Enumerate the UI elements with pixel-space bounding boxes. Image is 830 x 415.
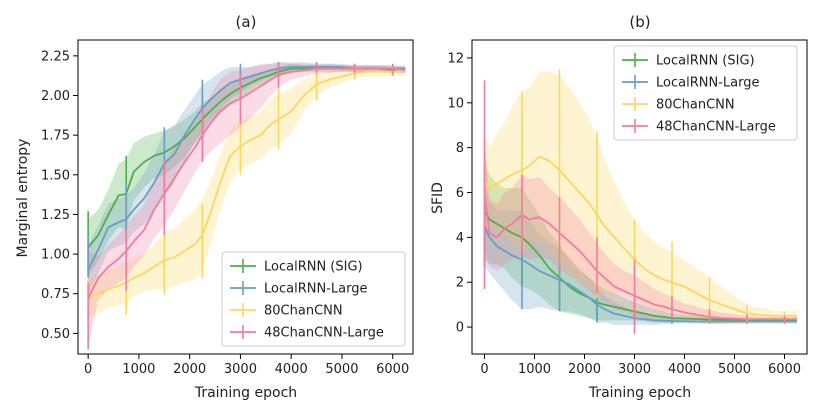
x-tick-label-b-1: 1000 bbox=[518, 362, 551, 377]
y-axis-title-b: SFID bbox=[430, 182, 446, 214]
x-tick-label-a-5: 5000 bbox=[325, 362, 358, 377]
x-axis-title-a: Training epoch bbox=[194, 385, 297, 401]
y-ticks-a: 0.50 0.75 1.00 1.25 1.50 1.75 2.00 2.25 bbox=[41, 49, 78, 342]
band-a-localrnn-large bbox=[88, 62, 406, 296]
y-tick-label-b-0: 0 bbox=[456, 321, 464, 336]
plot-frame-a bbox=[77, 39, 414, 355]
chart-title-b: (b) bbox=[629, 13, 650, 31]
panel-b-chart: (b) Training epoch SFID 0 1000 2000 3000 400… bbox=[430, 13, 808, 401]
y-tick-label-a-3: 1.25 bbox=[41, 208, 70, 223]
line-b-localrnn-sig bbox=[483, 210, 798, 322]
y-tick-label-a-0: 0.50 bbox=[41, 327, 70, 342]
legend-box-b bbox=[613, 45, 798, 141]
legend-label-b-localrnn-large: LocalRNN-Large bbox=[656, 76, 759, 91]
y-axis-title-a: Marginal entropy bbox=[15, 139, 31, 258]
x-tick-label-b-2: 2000 bbox=[568, 362, 601, 377]
legend-label-b-localrnn-sig: LocalRNN (SIG) bbox=[656, 54, 755, 69]
x-tick-label-b-0: 0 bbox=[480, 362, 488, 377]
line-a-80chancnn bbox=[87, 69, 406, 300]
band-a-48chancnn-large bbox=[88, 62, 406, 347]
line-b-localrnn-large bbox=[483, 225, 797, 323]
legend-label-a-localrnn-large: LocalRNN-Large bbox=[264, 282, 367, 297]
x-axis-title-b: Training epoch bbox=[588, 385, 691, 401]
x-tick-label-b-6: 6000 bbox=[768, 362, 801, 377]
x-tick-label-b-5: 5000 bbox=[718, 362, 751, 377]
legend-label-b-48chancnn-large: 48ChanCNN-Large bbox=[656, 120, 776, 135]
x-tick-label-a-6: 6000 bbox=[376, 362, 409, 377]
legend-label-a-80chancnn: 80ChanCNN bbox=[264, 304, 343, 319]
legend-label-b-80chancnn: 80ChanCNN bbox=[656, 98, 735, 113]
plot-frame-b bbox=[471, 39, 808, 355]
y-tick-label-a-5: 1.75 bbox=[41, 129, 70, 144]
y-tick-label-b-3: 6 bbox=[456, 186, 464, 201]
lines-a bbox=[87, 66, 406, 300]
x-ticks-a: 0 1000 2000 3000 4000 5000 6000 bbox=[84, 354, 409, 377]
x-ticks-b: 0 1000 2000 3000 4000 5000 6000 bbox=[480, 354, 801, 377]
band-b-localrnn-large bbox=[484, 185, 797, 325]
y-tick-label-a-6: 2.00 bbox=[41, 89, 70, 104]
y-ticks-b: 0 2 4 6 8 10 12 bbox=[447, 51, 472, 336]
line-b-80chancnn bbox=[483, 155, 797, 317]
x-tick-label-b-4: 4000 bbox=[668, 362, 701, 377]
y-tick-label-b-4: 8 bbox=[456, 141, 464, 156]
x-tick-label-a-0: 0 bbox=[84, 362, 92, 377]
legend-label-a-48chancnn-large: 48ChanCNN-Large bbox=[264, 326, 384, 341]
lines-b bbox=[483, 155, 798, 323]
band-a-localrnn-sig bbox=[88, 63, 406, 277]
x-tick-label-a-1: 1000 bbox=[122, 362, 155, 377]
line-a-48chancnn-large bbox=[87, 67, 406, 299]
y-tick-label-a-4: 1.50 bbox=[41, 168, 70, 183]
legend-a: LocalRNN (SIG) LocalRNN-Large 80ChanCNN 48C… bbox=[221, 251, 406, 347]
y-tick-label-a-1: 0.75 bbox=[41, 287, 70, 302]
errorbars-a bbox=[87, 62, 394, 350]
y-tick-label-b-5: 10 bbox=[447, 96, 464, 111]
y-tick-label-a-7: 2.25 bbox=[41, 49, 70, 64]
band-a-80chancnn bbox=[88, 65, 406, 318]
line-b-48chancnn-large bbox=[483, 192, 797, 321]
bands-a bbox=[88, 62, 406, 347]
panel-a-chart: (a) Training epoch Marginal entropy 0 100… bbox=[15, 13, 414, 401]
legend-box-a bbox=[221, 251, 406, 347]
errorbars-b bbox=[483, 69, 786, 334]
x-tick-label-a-4: 4000 bbox=[275, 362, 308, 377]
band-b-48chancnn-large bbox=[484, 136, 797, 324]
legend-b: LocalRNN (SIG) LocalRNN-Large 80ChanCNN 48C… bbox=[613, 45, 798, 141]
x-tick-label-a-3: 3000 bbox=[224, 362, 257, 377]
chart-title-a: (a) bbox=[236, 13, 257, 31]
y-tick-label-b-6: 12 bbox=[447, 51, 464, 66]
x-tick-label-b-3: 3000 bbox=[618, 362, 651, 377]
y-tick-label-a-2: 1.00 bbox=[41, 248, 70, 263]
y-tick-label-b-2: 4 bbox=[456, 231, 464, 246]
legend-label-a-localrnn-sig: LocalRNN (SIG) bbox=[264, 260, 363, 275]
line-a-localrnn-large bbox=[87, 66, 406, 271]
band-b-80chancnn bbox=[484, 71, 797, 323]
x-tick-label-a-2: 2000 bbox=[173, 362, 206, 377]
y-tick-label-b-1: 2 bbox=[456, 276, 464, 291]
